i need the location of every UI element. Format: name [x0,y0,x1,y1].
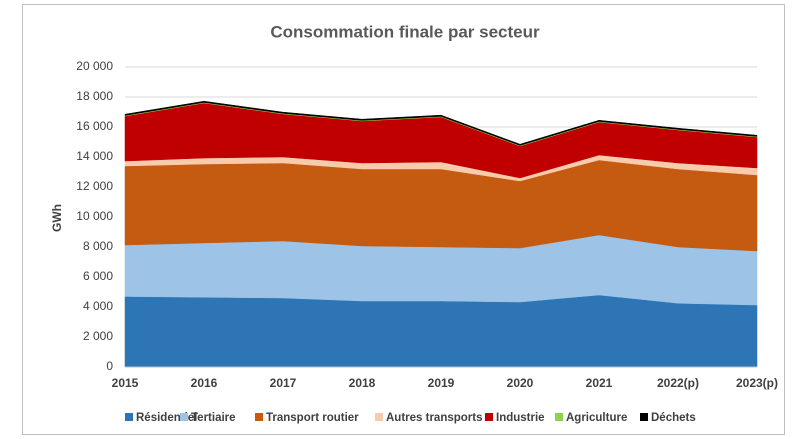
x-tick-label: 2021 [586,376,613,390]
y-tick-label: 6 000 [83,269,113,283]
chart-title: Consommation finale par secteur [270,22,540,41]
y-axis-label: GWh [50,204,64,232]
y-tick-label: 2 000 [83,329,113,343]
legend-swatch [485,413,493,421]
y-tick-label: 8 000 [83,239,113,253]
legend-swatch [125,413,133,421]
legend-label: Autres transports [386,412,483,424]
legend-label: Industrie [496,412,545,424]
legend-label: Résidentiel [136,412,197,424]
legend-label: Déchets [651,412,696,424]
area [124,159,758,252]
legend-swatch [180,413,188,421]
x-tick-label: 2023(p) [736,376,778,390]
legend-label: Transport routier [266,412,359,424]
x-tick-label: 2018 [349,376,376,390]
legend-swatch [255,413,263,421]
legend-label: Agriculture [566,412,627,424]
x-tick-label: 2020 [507,376,534,390]
area [124,294,758,368]
y-tick-label: 10 000 [76,209,113,223]
y-tick-label: 14 000 [76,149,113,163]
legend-label: Tertiaire [191,412,236,424]
y-tick-label: 4 000 [83,299,113,313]
y-tick-label: 18 000 [76,89,113,103]
y-tick-label: 20 000 [76,59,113,73]
x-tick-label: 2022(p) [657,376,699,390]
legend-swatch [555,413,563,421]
legend-swatch [375,413,383,421]
y-tick-label: 0 [106,359,113,373]
x-tick-label: 2016 [191,376,218,390]
x-tick-label: 2019 [428,376,455,390]
area [124,100,758,146]
x-tick-label: 2015 [112,376,139,390]
y-tick-label: 12 000 [76,179,113,193]
legend-swatch [640,413,648,421]
y-tick-label: 16 000 [76,119,113,133]
x-tick-label: 2017 [270,376,297,390]
